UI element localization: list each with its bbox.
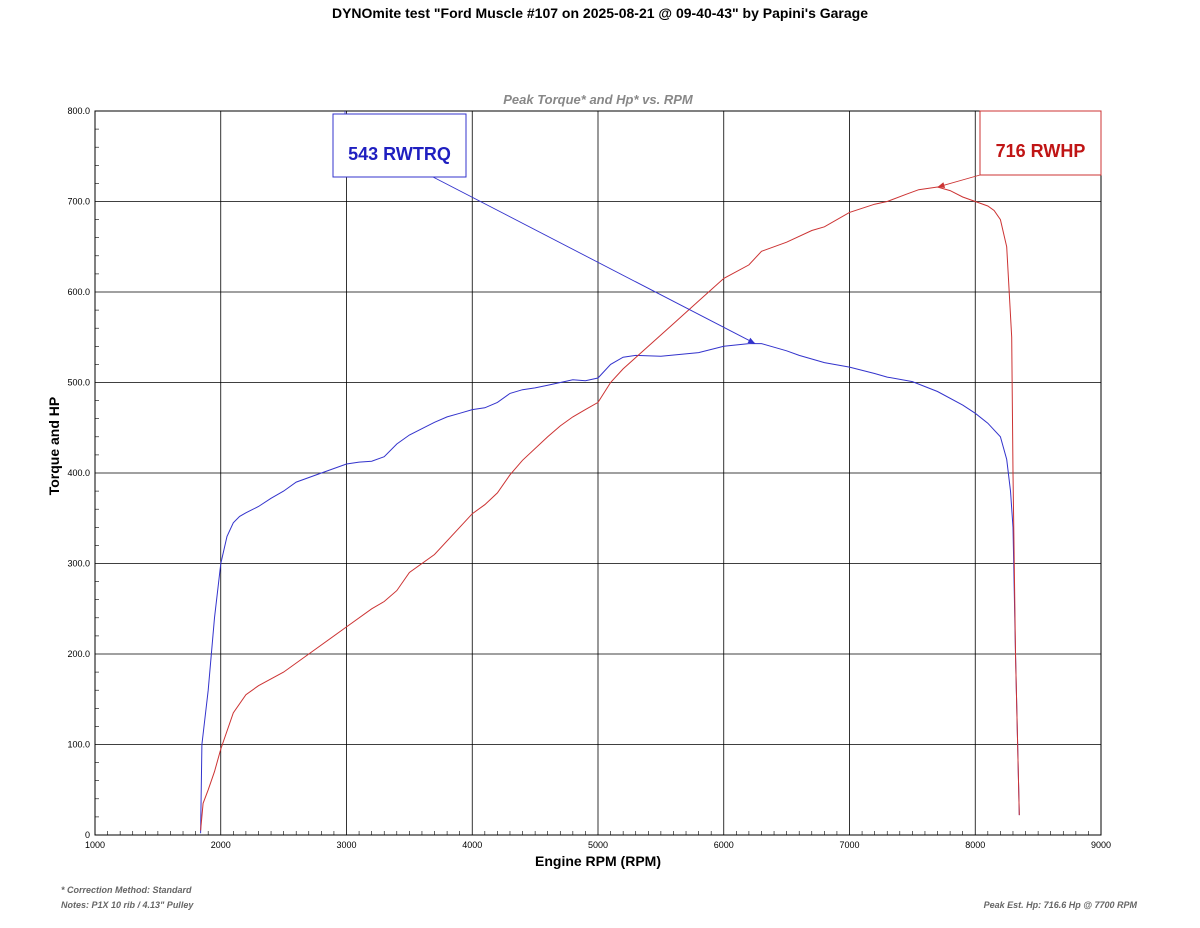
x-tick-label: 2000 <box>211 840 231 850</box>
y-tick-label: 200.0 <box>67 649 90 659</box>
annotations: 543 RWTRQ 716 RWHP <box>332 110 1102 344</box>
y-tick-label: 0 <box>85 830 90 840</box>
torque-callout-arrowhead <box>747 337 756 344</box>
hp-callout-pointer <box>937 174 981 188</box>
y-tick-label: 600.0 <box>67 287 90 297</box>
y-tick-label: 100.0 <box>67 740 90 750</box>
y-tick-label: 400.0 <box>67 468 90 478</box>
correction-method-note: * Correction Method: Standard <box>61 885 192 895</box>
x-tick-label: 9000 <box>1091 840 1111 850</box>
hp-callout-arrowhead <box>937 182 946 188</box>
plot-area-frame <box>94 110 1102 836</box>
y-tick-label: 500.0 <box>67 378 90 388</box>
x-tick-label: 6000 <box>714 840 734 850</box>
x-axis-ticks: 1000 2000 3000 4000 5000 6000 7000 8000 9000 <box>85 840 1111 850</box>
x-axis-label: Engine RPM (RPM) <box>535 853 661 869</box>
torque-callout-label: 543 RWTRQ <box>348 144 451 164</box>
page-title: DYNOmite test "Ford Muscle #107 on 2025-… <box>331 5 869 21</box>
hp-callout-box <box>979 110 1102 176</box>
minor-tick-marks <box>95 128 1089 835</box>
y-axis-ticks: 0 100.0 200.0 300.0 400.0 500.0 600.0 700.0 800.… <box>67 106 90 840</box>
series-lines <box>200 186 1020 834</box>
y-axis-label: Torque and HP <box>46 397 62 496</box>
x-tick-label: 4000 <box>462 840 482 850</box>
x-tick-label: 1000 <box>85 840 105 850</box>
y-tick-label: 800.0 <box>67 106 90 116</box>
peak-estimate-note: Peak Est. Hp: 716.6 Hp @ 7700 RPM <box>983 900 1137 910</box>
torque-curve <box>200 343 1020 834</box>
notes-text: Notes: P1X 10 rib / 4.13" Pulley <box>61 900 194 910</box>
y-tick-label: 700.0 <box>67 197 90 207</box>
x-tick-label: 8000 <box>965 840 985 850</box>
chart-title: Peak Torque* and Hp* vs. RPM <box>503 92 694 107</box>
torque-callout-pointer <box>432 176 756 344</box>
grid-lines <box>94 110 1102 836</box>
x-tick-label: 7000 <box>839 840 859 850</box>
torque-callout-box <box>332 113 467 178</box>
y-tick-label: 300.0 <box>67 559 90 569</box>
hp-callout-label: 716 RWHP <box>996 141 1086 161</box>
x-tick-label: 5000 <box>588 840 608 850</box>
hp-curve <box>200 186 1020 831</box>
x-tick-label: 3000 <box>336 840 356 850</box>
